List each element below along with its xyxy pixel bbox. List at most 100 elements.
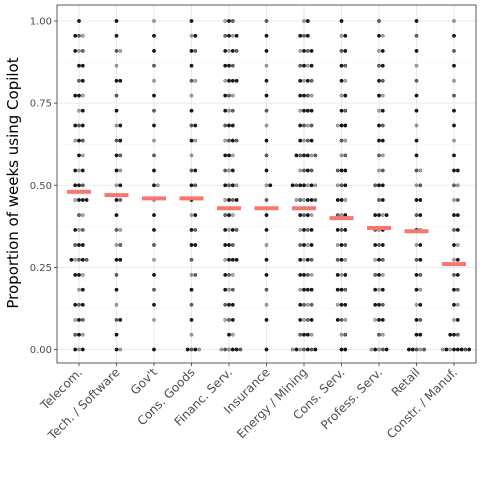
data-point bbox=[114, 332, 119, 337]
data-point bbox=[77, 347, 81, 352]
data-point bbox=[77, 287, 81, 292]
data-point bbox=[189, 153, 194, 158]
data-point bbox=[118, 347, 123, 352]
data-point bbox=[227, 272, 231, 277]
data-point bbox=[80, 138, 85, 143]
data-point bbox=[223, 287, 228, 292]
data-point bbox=[343, 138, 348, 143]
data-point bbox=[234, 183, 239, 188]
data-point bbox=[152, 138, 156, 143]
data-point bbox=[230, 168, 235, 173]
data-point bbox=[234, 78, 239, 83]
data-point bbox=[298, 49, 303, 53]
data-point bbox=[73, 332, 78, 337]
mean-marker bbox=[142, 196, 166, 201]
data-point bbox=[223, 108, 228, 113]
data-point bbox=[373, 243, 378, 247]
data-point bbox=[373, 317, 378, 322]
data-point bbox=[380, 49, 385, 53]
data-point bbox=[118, 227, 123, 232]
mean-marker bbox=[217, 206, 241, 211]
data-point bbox=[377, 332, 381, 337]
data-point bbox=[189, 347, 194, 352]
data-point bbox=[230, 19, 235, 23]
data-point bbox=[152, 108, 156, 113]
category-points bbox=[335, 19, 348, 352]
data-point bbox=[230, 49, 235, 53]
data-point bbox=[418, 243, 423, 247]
data-point bbox=[73, 49, 78, 53]
data-point bbox=[298, 78, 303, 83]
data-point bbox=[459, 347, 464, 352]
data-point bbox=[223, 153, 228, 158]
data-point bbox=[189, 138, 194, 143]
data-point bbox=[77, 213, 81, 218]
data-point bbox=[73, 257, 78, 262]
data-point bbox=[452, 78, 456, 83]
data-point bbox=[77, 183, 81, 188]
mean-marker bbox=[179, 196, 204, 201]
data-point bbox=[80, 317, 85, 322]
data-point bbox=[230, 123, 235, 128]
data-point bbox=[152, 302, 156, 307]
data-point bbox=[80, 108, 85, 113]
data-point bbox=[452, 153, 456, 158]
data-point bbox=[313, 153, 318, 158]
data-point bbox=[114, 123, 119, 128]
data-point bbox=[193, 33, 198, 38]
x-tick-label: Gov't bbox=[128, 365, 161, 398]
data-point bbox=[455, 243, 460, 247]
mean-marker bbox=[404, 229, 429, 234]
data-point bbox=[339, 153, 344, 158]
data-point bbox=[377, 153, 381, 158]
data-point bbox=[309, 123, 314, 128]
data-point bbox=[223, 19, 228, 23]
data-point bbox=[452, 243, 456, 247]
data-point bbox=[80, 153, 85, 158]
data-point bbox=[230, 287, 235, 292]
data-point bbox=[84, 257, 89, 262]
data-point bbox=[73, 272, 78, 277]
data-point bbox=[230, 183, 235, 188]
data-point bbox=[227, 153, 231, 158]
data-point bbox=[455, 183, 460, 188]
data-point bbox=[343, 168, 348, 173]
data-point bbox=[114, 287, 119, 292]
data-point bbox=[80, 227, 85, 232]
data-point bbox=[223, 93, 228, 98]
data-point bbox=[223, 213, 228, 218]
data-point bbox=[73, 198, 78, 202]
mean-marker bbox=[292, 206, 316, 211]
data-point bbox=[152, 227, 156, 232]
data-point bbox=[77, 302, 81, 307]
data-point bbox=[298, 347, 303, 352]
data-point bbox=[77, 49, 81, 53]
data-point bbox=[152, 347, 156, 352]
data-point bbox=[223, 227, 228, 232]
data-point bbox=[223, 63, 228, 68]
data-point bbox=[343, 317, 348, 322]
data-point bbox=[80, 63, 85, 68]
data-point bbox=[114, 317, 119, 322]
x-tick-label: Tech. / Software bbox=[45, 365, 123, 443]
data-point bbox=[302, 49, 306, 53]
data-point bbox=[114, 153, 119, 158]
data-point bbox=[384, 347, 389, 352]
data-point bbox=[230, 272, 235, 277]
data-point bbox=[114, 93, 119, 98]
data-point bbox=[343, 78, 348, 83]
data-point bbox=[298, 153, 303, 158]
x-tick-label: Constr. / Manuf. bbox=[384, 365, 460, 441]
data-point bbox=[80, 332, 85, 337]
data-point bbox=[452, 33, 456, 38]
data-point bbox=[152, 317, 156, 322]
data-point bbox=[309, 302, 314, 307]
data-point bbox=[223, 78, 228, 83]
data-point bbox=[380, 78, 385, 83]
data-point bbox=[77, 108, 81, 113]
data-point bbox=[414, 78, 419, 83]
data-point bbox=[193, 123, 198, 128]
data-point bbox=[343, 49, 348, 53]
data-point bbox=[73, 138, 78, 143]
data-point bbox=[234, 49, 239, 53]
